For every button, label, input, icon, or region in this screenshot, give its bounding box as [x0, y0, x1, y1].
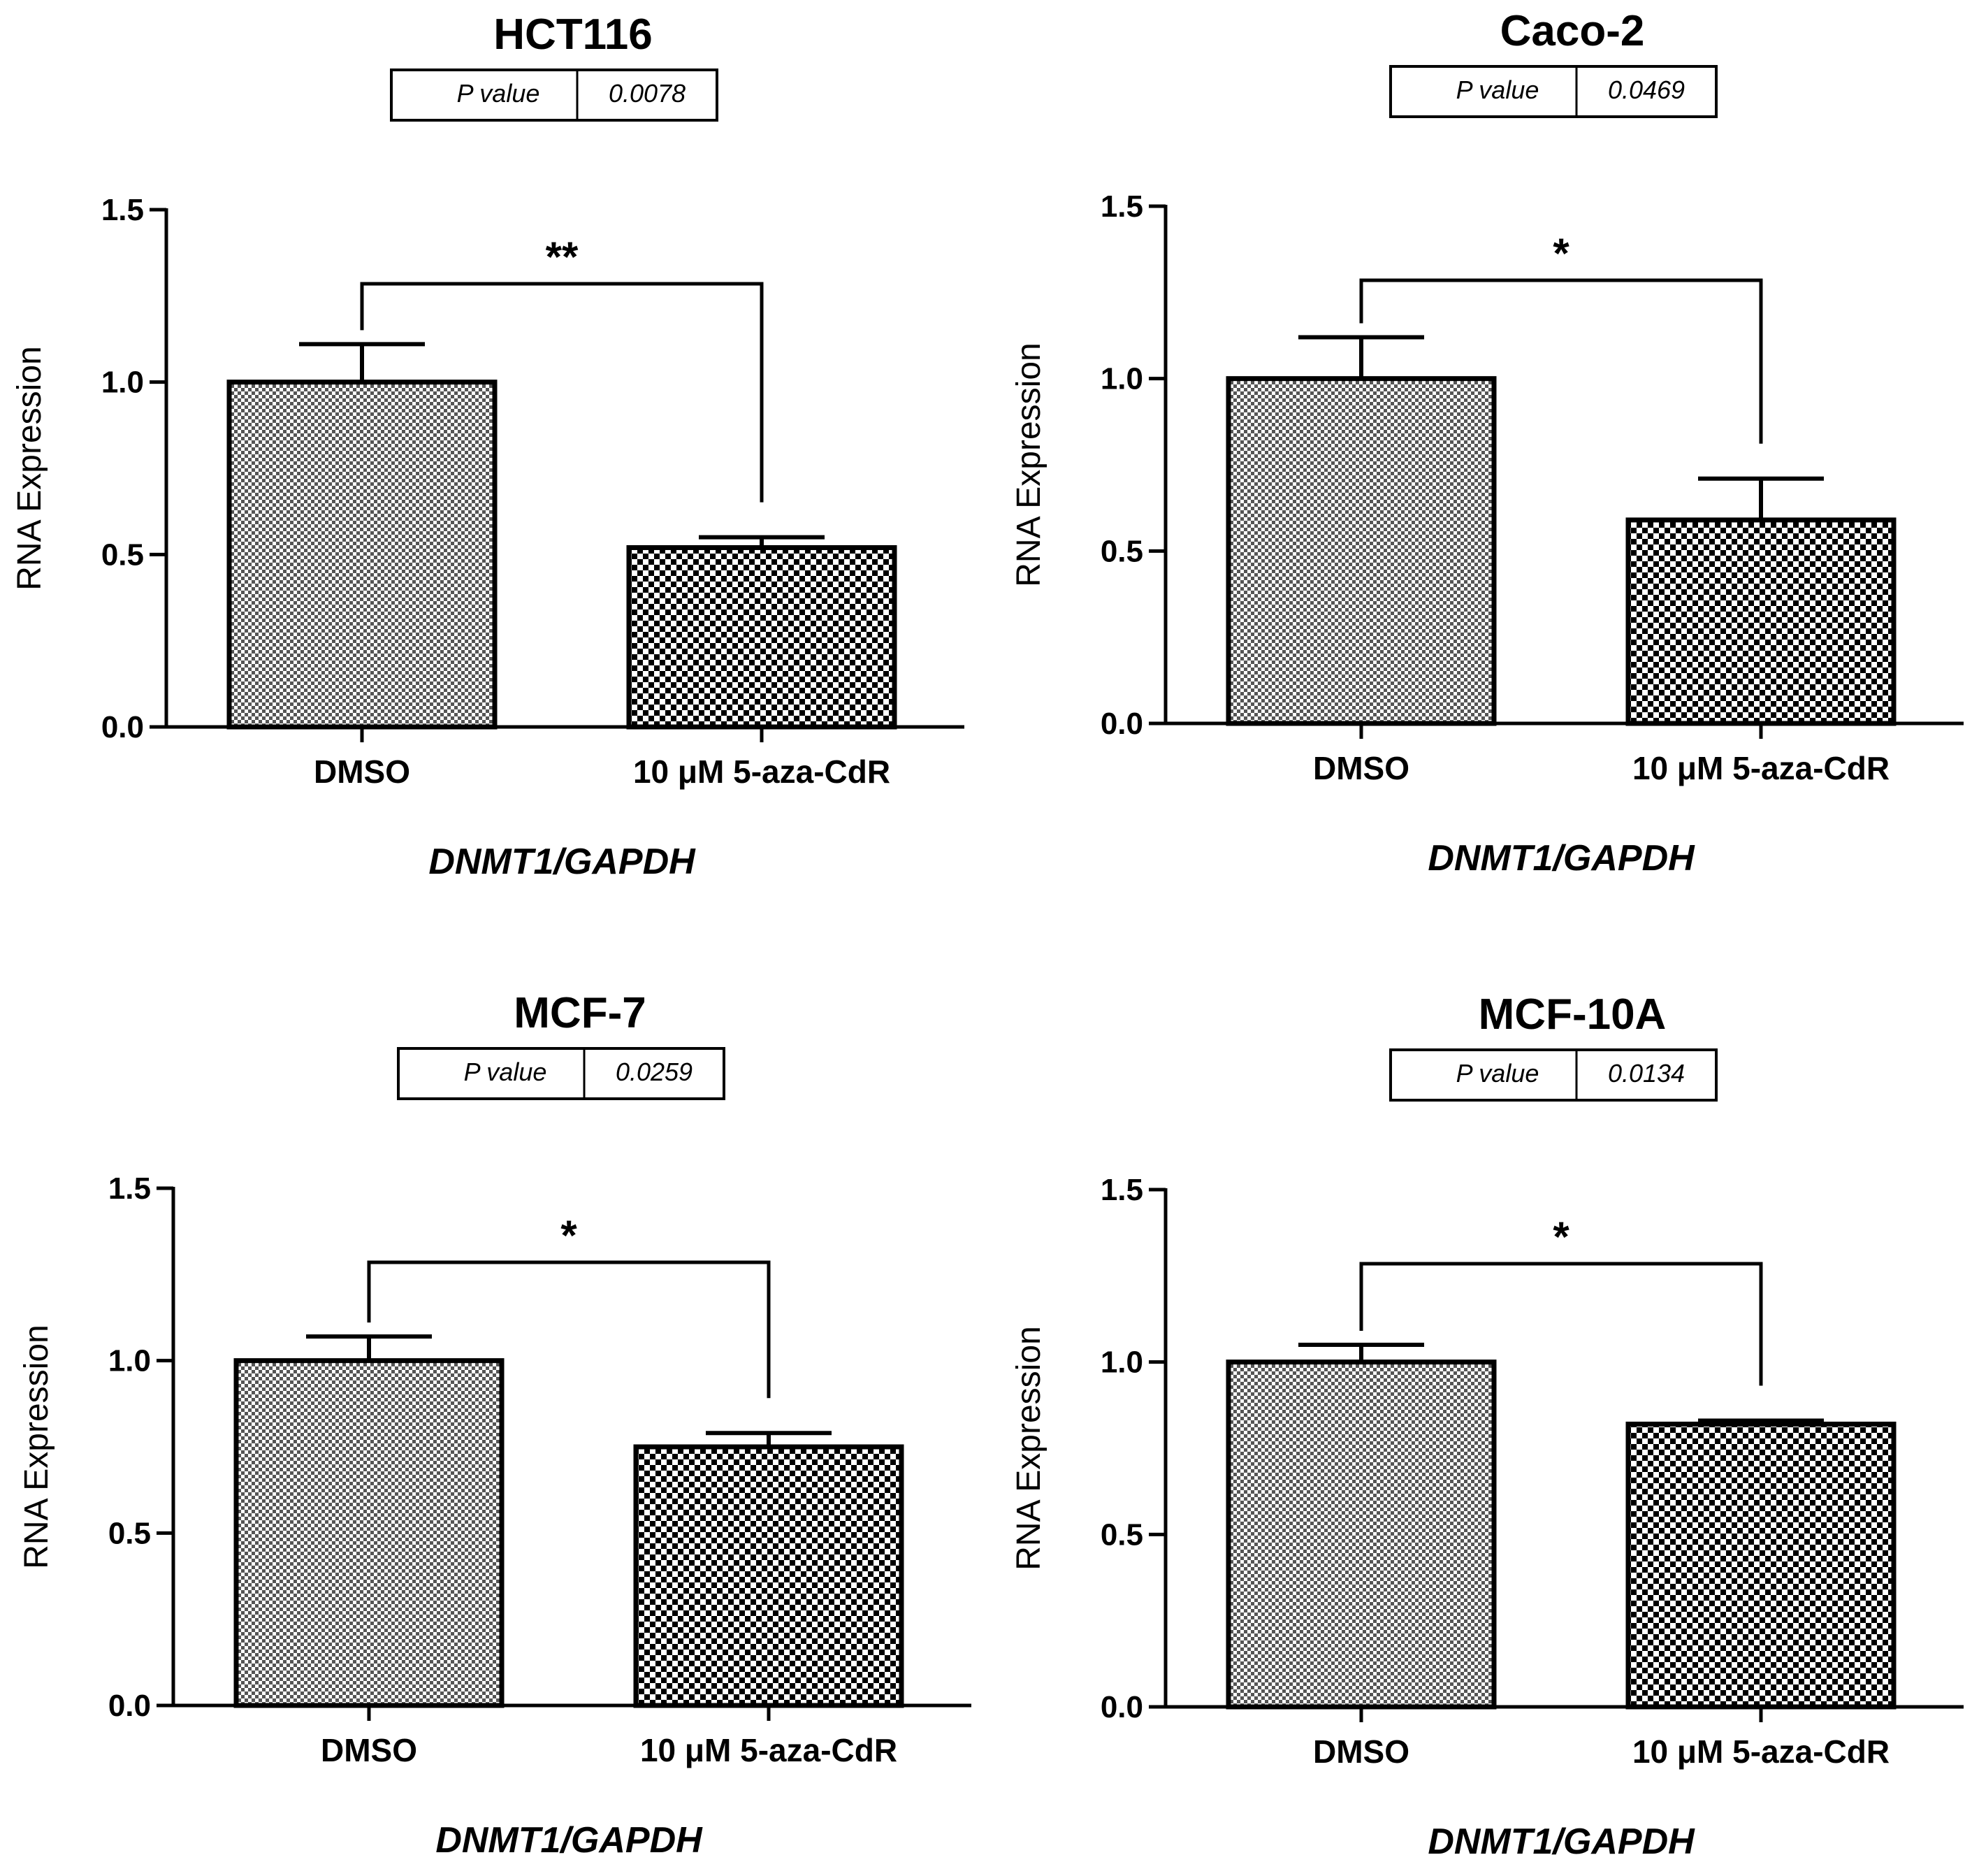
bar-dmso [226, 380, 498, 730]
p-value-box: P value 0.0259 [397, 1047, 725, 1100]
category-label: 10 μM 5-aza-CdR [633, 753, 890, 790]
p-value-box: P value 0.0469 [1389, 65, 1718, 118]
p-value-box-frame [1389, 65, 1718, 118]
significance-marker: * [1553, 1213, 1569, 1260]
y-tick-label: 0.5 [1101, 1517, 1143, 1552]
bar-5-aza-cdr [633, 1444, 904, 1708]
y-tick-label: 0.0 [1101, 1690, 1143, 1724]
bar-5-aza-cdr [626, 544, 897, 730]
y-axis-label: RNA Expression [11, 346, 48, 590]
p-value: 0.0259 [616, 1058, 693, 1086]
significance-bracket [1359, 1262, 1763, 1386]
category-label: DMSO [321, 1732, 417, 1768]
panel-title: MCF-10A [1479, 990, 1667, 1039]
p-value: 0.0134 [1608, 1059, 1685, 1088]
y-tick-label: 1.0 [101, 366, 144, 400]
panel-title: Caco-2 [1500, 7, 1645, 55]
x-axis-label: DNMT1/GAPDH [428, 842, 696, 882]
y-axis-label: RNA Expression [1010, 1326, 1047, 1570]
p-value-box: P value 0.0134 [1389, 1048, 1718, 1102]
chart-panel: MCF-7 P value 0.0259 0.0 0.5 1.0 1.5 DMSO 10 μM … [18, 989, 971, 1861]
category-label: DMSO [1313, 750, 1409, 786]
category-label: 10 μM 5-aza-CdR [640, 1732, 897, 1768]
bar-dmso [1226, 376, 1497, 726]
chart-panel: HCT116 P value 0.0078 0.0 0.5 1.0 1.5 DMSO 10 μM… [11, 10, 964, 882]
bar-dmso [1226, 1359, 1497, 1710]
significance-marker: * [560, 1212, 577, 1259]
p-value-label: P value [1456, 75, 1539, 104]
y-tick-label: 1.0 [108, 1344, 151, 1378]
significance-bracket [1359, 278, 1763, 444]
chart-panel: Caco-2 P value 0.0469 0.0 0.5 1.0 1.5 DMSO 10 μM… [1010, 7, 1964, 879]
y-tick-label: 1.0 [1101, 1345, 1143, 1380]
x-axis-label: DNMT1/GAPDH [435, 1820, 703, 1861]
x-axis-label: DNMT1/GAPDH [1428, 1821, 1695, 1862]
y-tick-label: 0.5 [101, 537, 144, 572]
significance-marker: ** [546, 233, 579, 280]
x-axis-label: DNMT1/GAPDH [1428, 838, 1695, 879]
y-axis-label: RNA Expression [18, 1325, 55, 1568]
bar-5-aza-cdr [1625, 517, 1897, 726]
y-tick-label: 1.5 [108, 1171, 151, 1206]
significance-marker: * [1553, 230, 1569, 277]
category-label: 10 μM 5-aza-CdR [1632, 750, 1890, 786]
p-value-label: P value [464, 1058, 547, 1086]
category-label: 10 μM 5-aza-CdR [1632, 1733, 1890, 1770]
y-tick-label: 0.0 [1101, 707, 1143, 741]
y-tick-label: 0.0 [101, 710, 144, 744]
y-tick-label: 1.5 [1101, 1173, 1143, 1207]
significance-bracket [360, 282, 764, 503]
y-tick-label: 1.5 [101, 193, 144, 227]
p-value-box-frame [390, 68, 718, 122]
y-tick-label: 1.0 [1101, 362, 1143, 396]
category-label: DMSO [314, 753, 410, 790]
p-value-label: P value [457, 79, 540, 108]
p-value-box-frame [397, 1047, 725, 1100]
bar-5-aza-cdr [1625, 1421, 1897, 1710]
chart-panel: MCF-10A P value 0.0134 0.0 0.5 1.0 1.5 DMSO 10 μ… [1010, 990, 1964, 1862]
y-tick-label: 0.0 [108, 1689, 151, 1723]
p-value-box-frame [1389, 1048, 1718, 1102]
panel-title: MCF-7 [514, 989, 646, 1037]
p-value: 0.0469 [1608, 75, 1685, 104]
bar-dmso [233, 1358, 505, 1708]
y-tick-label: 0.5 [108, 1516, 151, 1550]
y-tick-label: 0.5 [1101, 534, 1143, 568]
significance-bracket [367, 1260, 771, 1399]
y-tick-label: 1.5 [1101, 189, 1143, 224]
p-value-label: P value [1456, 1059, 1539, 1088]
p-value-box: P value 0.0078 [390, 68, 718, 122]
y-axis-label: RNA Expression [1010, 342, 1047, 586]
p-value: 0.0078 [609, 79, 686, 108]
category-label: DMSO [1313, 1733, 1409, 1770]
panel-title: HCT116 [493, 10, 652, 59]
